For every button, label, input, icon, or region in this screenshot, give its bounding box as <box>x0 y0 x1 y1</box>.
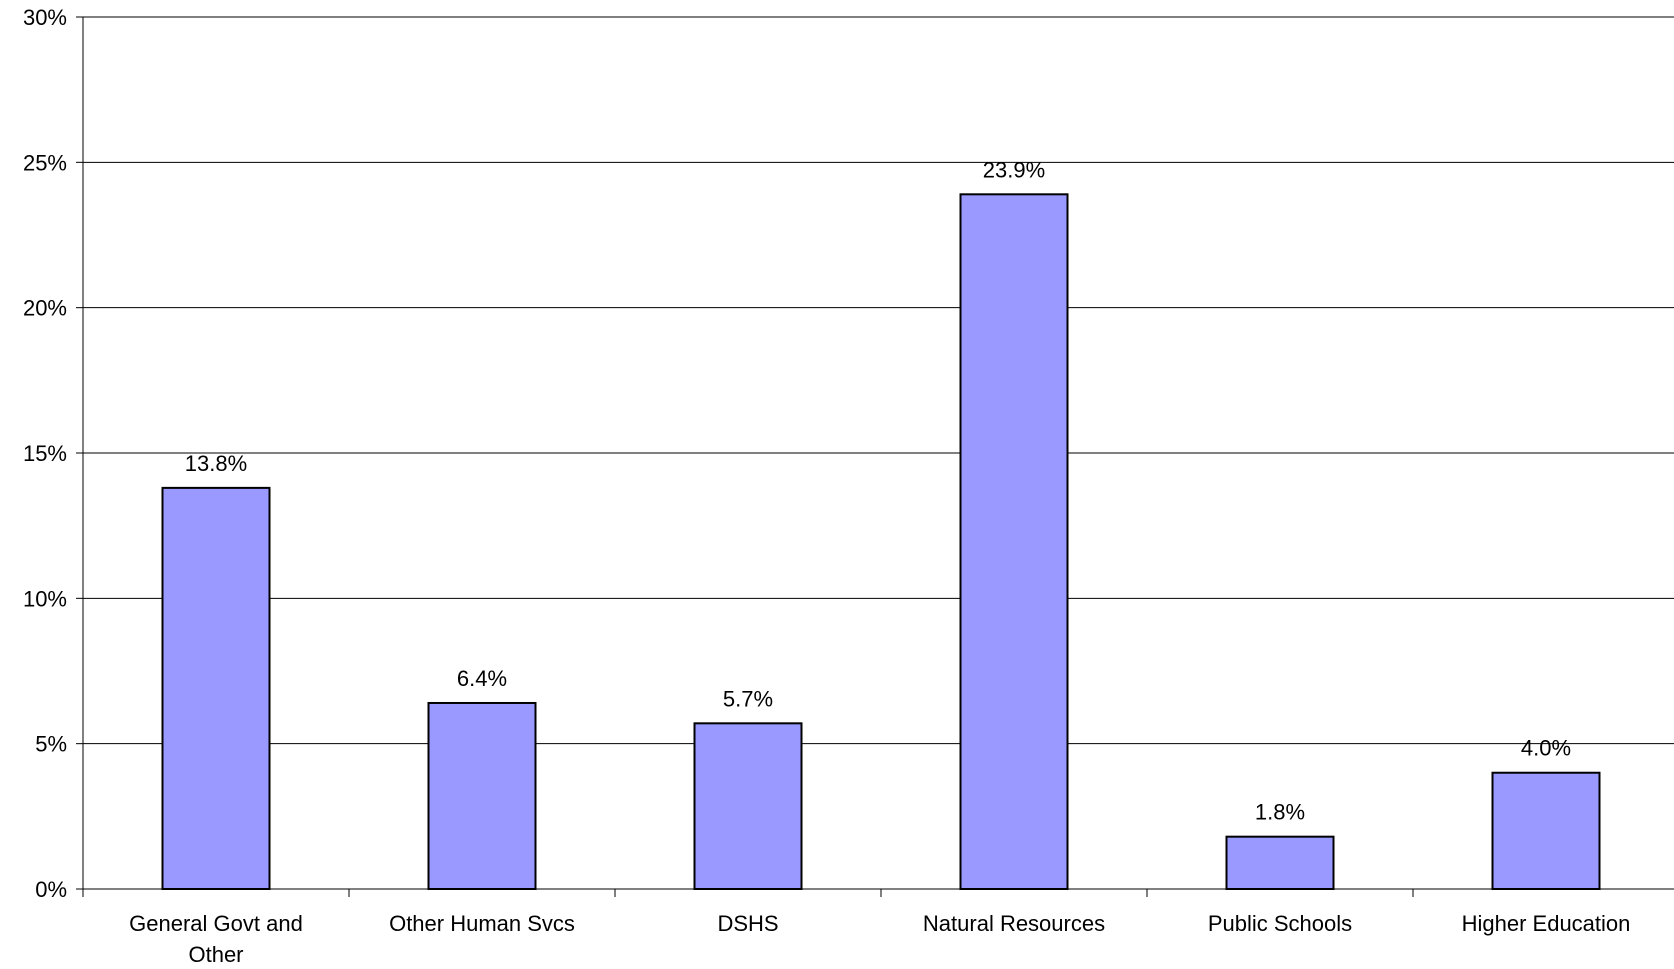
bar <box>1491 771 1601 891</box>
x-category-label-line: General Govt and <box>129 911 303 936</box>
data-label: 6.4% <box>457 666 507 691</box>
y-tick-label: 5% <box>35 732 67 757</box>
x-category-label: Higher Education <box>1462 911 1631 936</box>
data-label: 5.7% <box>723 686 773 711</box>
x-category-label-line: Other <box>188 942 243 967</box>
y-tick-label: 30% <box>23 5 67 30</box>
axes <box>76 16 1674 897</box>
x-category-labels: General Govt and Other Other Human Svcs DSH… <box>129 911 1630 967</box>
y-tick-labels: 0% 5% 10% 15% 20% 25% 30% <box>23 5 67 902</box>
x-category-label-line: Higher Education <box>1462 911 1631 936</box>
x-category-label-line: Public Schools <box>1208 911 1352 936</box>
y-tick-label: 25% <box>23 150 67 175</box>
data-label: 4.0% <box>1521 736 1571 761</box>
data-label: 13.8% <box>185 451 247 476</box>
y-tick-label: 20% <box>23 296 67 321</box>
y-tick-label: 0% <box>35 877 67 902</box>
x-category-label: General Govt and Other <box>129 911 303 967</box>
bar <box>427 701 537 890</box>
x-category-label: DSHS <box>717 911 778 936</box>
y-tick-label: 10% <box>23 586 67 611</box>
gridlines <box>83 16 1674 745</box>
bars <box>161 193 1601 891</box>
x-category-label: Other Human Svcs <box>389 911 575 936</box>
bar <box>1225 835 1335 890</box>
bar <box>693 722 803 890</box>
data-labels: 13.8% 6.4% 5.7% 23.9% 1.8% 4.0% <box>185 157 1571 824</box>
y-tick-label: 15% <box>23 441 67 466</box>
x-category-label: Natural Resources <box>923 911 1105 936</box>
x-category-label-line: DSHS <box>717 911 778 936</box>
x-category-label: Public Schools <box>1208 911 1352 936</box>
bar <box>161 486 271 890</box>
data-label: 1.8% <box>1255 800 1305 825</box>
bar <box>959 193 1069 891</box>
data-label: 23.9% <box>983 157 1045 182</box>
x-category-label-line: Natural Resources <box>923 911 1105 936</box>
x-category-label-line: Other Human Svcs <box>389 911 575 936</box>
